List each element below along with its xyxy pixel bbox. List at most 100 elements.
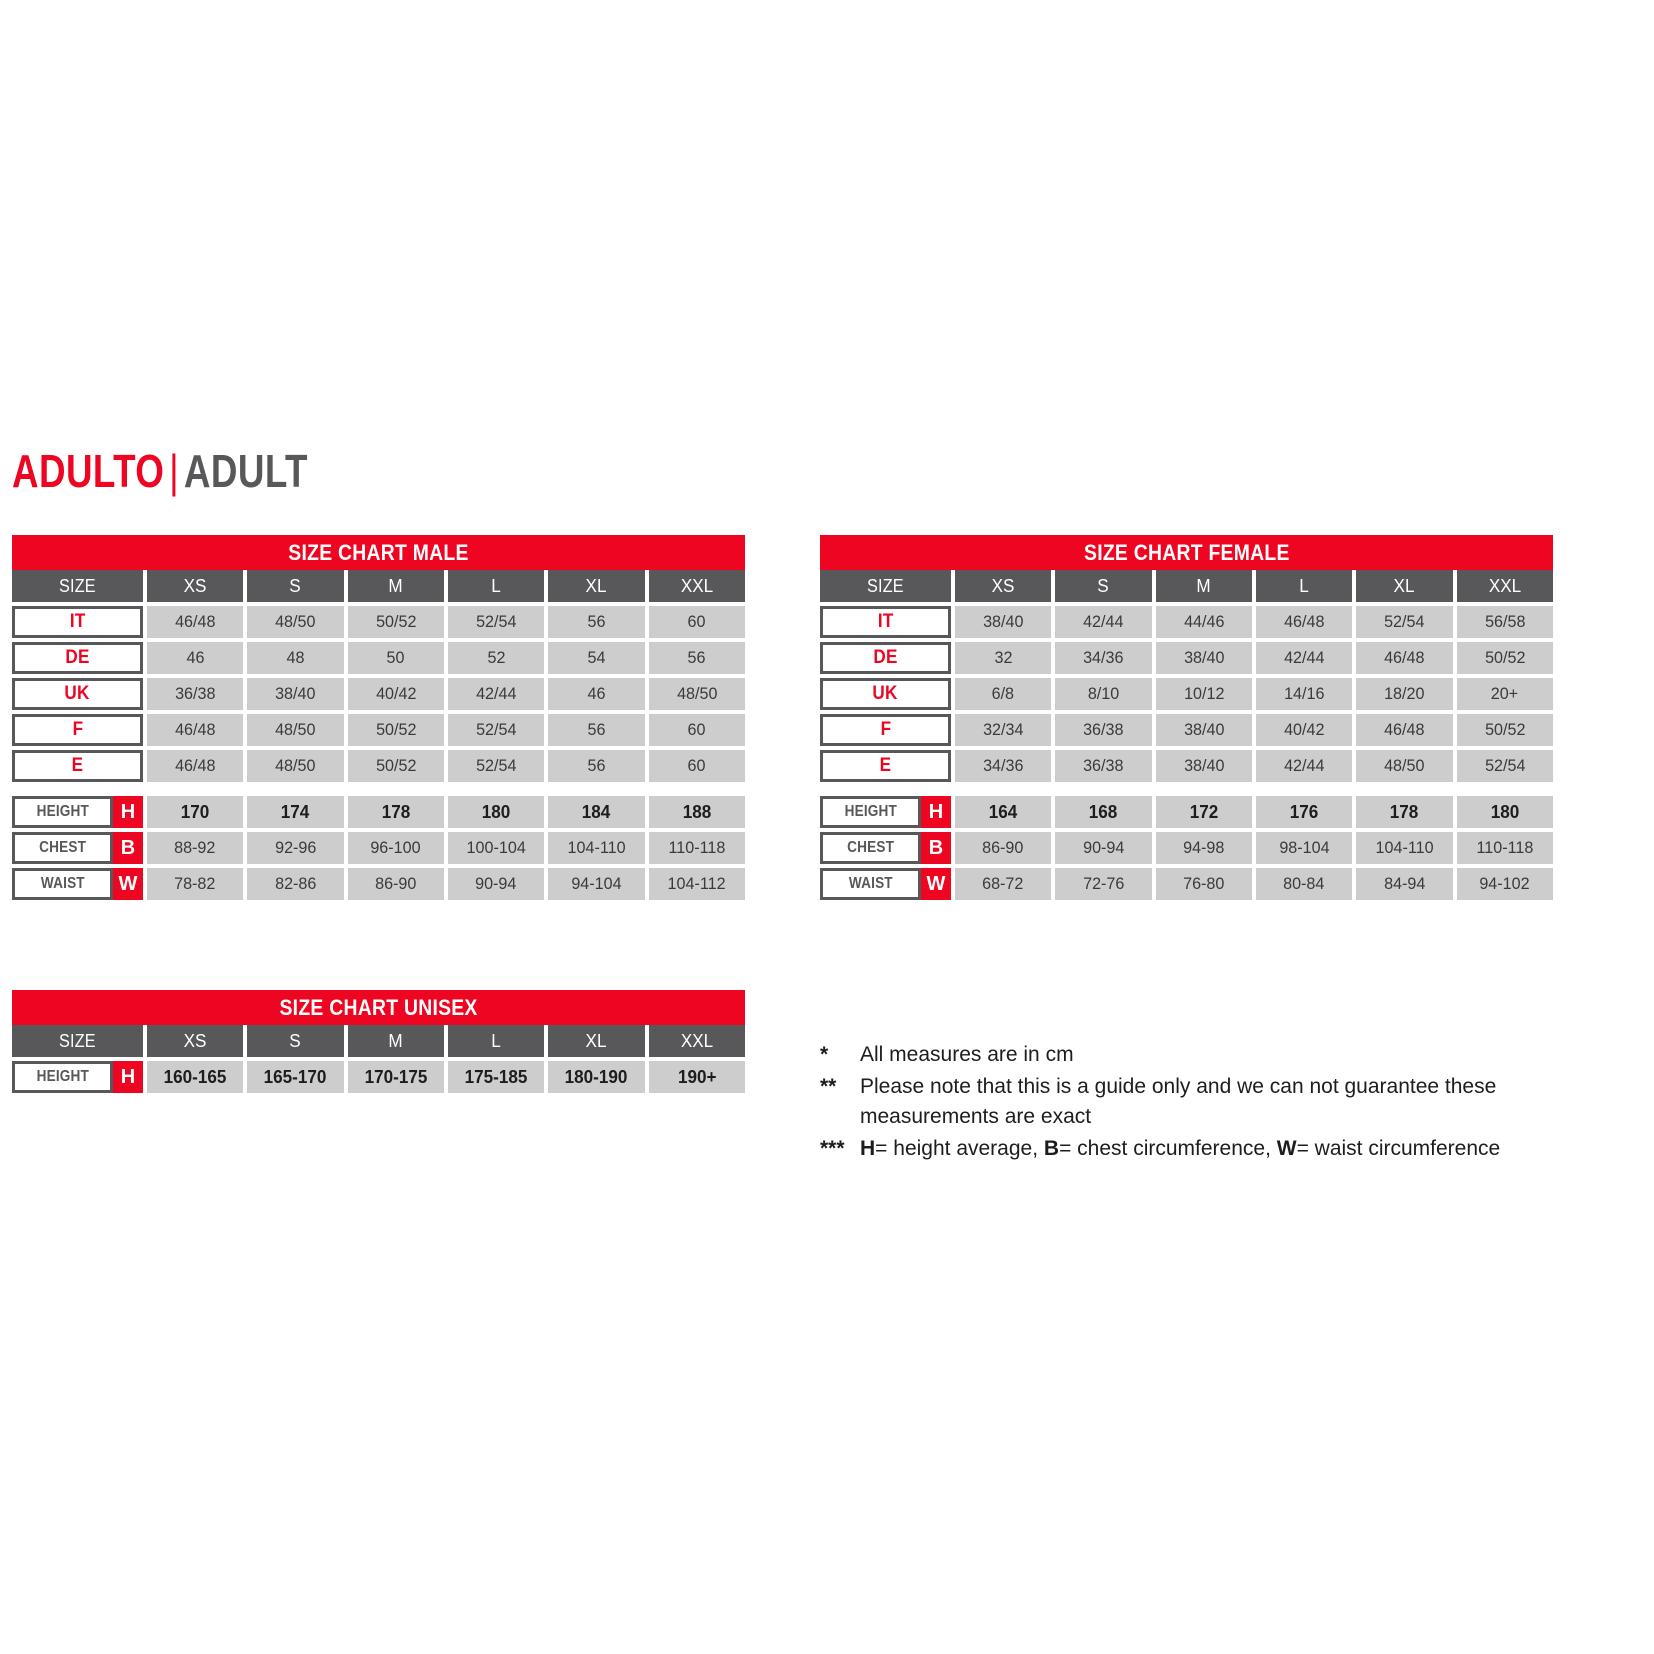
table-cell: 52/54	[447, 714, 545, 746]
male-row-label-de: DE	[12, 642, 143, 674]
table-cell: 48/50	[247, 750, 344, 782]
table-cell: 88-92	[147, 832, 244, 864]
table-cell: 170	[147, 796, 244, 828]
table-cell: 10/12	[1155, 678, 1252, 710]
table-cell: 90-94	[447, 868, 545, 900]
table-cell: 34/36	[955, 750, 1052, 782]
table-cell: 104-110	[1356, 832, 1453, 864]
table-cell: 52/54	[447, 750, 545, 782]
table-cell: 40/42	[1255, 714, 1353, 746]
table-cell: 94-98	[1155, 832, 1252, 864]
page-title-english: ADULT	[183, 445, 308, 497]
male-waist-key: W	[113, 868, 143, 900]
table-cell: 60	[648, 714, 745, 746]
table-row: HEIGHT H 164 168 172 176 178 180	[820, 796, 1553, 828]
female-col-s: S	[1055, 570, 1152, 602]
female-waist-key: W	[921, 868, 951, 900]
table-cell: 56	[648, 642, 745, 674]
table-row: F 32/34 36/38 38/40 40/42 46/48 50/52	[820, 714, 1553, 746]
table-row: DE 32 34/36 38/40 42/44 46/48 50/52	[820, 642, 1553, 674]
table-cell: 46/48	[147, 714, 244, 746]
table-cell: 164	[955, 796, 1052, 828]
table-cell: 176	[1255, 796, 1353, 828]
table-cell: 20+	[1456, 678, 1553, 710]
table-cell: 178	[347, 796, 444, 828]
unisex-title: SIZE CHART UNISEX	[279, 995, 478, 1020]
table-cell: 184	[548, 796, 645, 828]
unisex-col-l: L	[447, 1025, 545, 1057]
female-title: SIZE CHART FEMALE	[1083, 540, 1290, 565]
female-title-bar: SIZE CHART FEMALE	[820, 535, 1553, 570]
unisex-col-xl: XL	[548, 1025, 645, 1057]
size-chart-female: SIZE CHART FEMALE SIZE XS S M L XL XXL I…	[820, 535, 1553, 900]
table-cell: 38/40	[955, 606, 1052, 638]
table-cell: 50/52	[347, 714, 444, 746]
table-cell: 94-104	[548, 868, 645, 900]
table-cell: 38/40	[1155, 714, 1252, 746]
table-cell: 46	[548, 678, 645, 710]
female-row-label-waist: WAIST W	[820, 868, 951, 900]
table-cell: 60	[648, 606, 745, 638]
table-cell: 32	[955, 642, 1052, 674]
table-cell: 180	[1456, 796, 1553, 828]
footnote-1: * All measures are in cm	[820, 1040, 1580, 1070]
male-col-l: L	[447, 570, 545, 602]
male-header-row: SIZE XS S M L XL XXL	[12, 570, 745, 602]
footnote-1-marker: *	[820, 1043, 829, 1066]
male-col-s: S	[247, 570, 344, 602]
page-title-italian: ADULTO	[12, 445, 165, 497]
table-cell: 56	[548, 606, 645, 638]
table-cell: 48	[247, 642, 344, 674]
table-cell: 6/8	[955, 678, 1052, 710]
female-row-label-height: HEIGHT H	[820, 796, 951, 828]
table-cell: 82-86	[247, 868, 344, 900]
table-row: HEIGHT H 160-165 165-170 170-175 175-185…	[12, 1061, 745, 1093]
table-row: WAIST W 68-72 72-76 76-80 80-84 84-94 94…	[820, 868, 1553, 900]
unisex-header-size-label: SIZE	[12, 1025, 143, 1057]
female-row-label-e: E	[820, 750, 951, 782]
table-cell: 56	[548, 750, 645, 782]
table-cell: 36/38	[1055, 714, 1152, 746]
table-row: WAIST W 78-82 82-86 86-90 90-94 94-104 1…	[12, 868, 745, 900]
footnote-3-text: H= height average, B= chest circumferenc…	[860, 1137, 1501, 1160]
male-row-label-e: E	[12, 750, 143, 782]
table-cell: 52/54	[1356, 606, 1453, 638]
table-cell: 56/58	[1456, 606, 1553, 638]
male-chest-key: B	[113, 832, 143, 864]
unisex-title-bar: SIZE CHART UNISEX	[12, 990, 745, 1025]
table-cell: 46/48	[147, 750, 244, 782]
footnote-1-text: All measures are in cm	[860, 1043, 1074, 1066]
table-cell: 18/20	[1356, 678, 1453, 710]
table-cell: 180	[447, 796, 545, 828]
table-cell: 34/36	[1055, 642, 1152, 674]
table-cell: 8/10	[1055, 678, 1152, 710]
unisex-col-m: M	[347, 1025, 444, 1057]
table-cell: 84-94	[1356, 868, 1453, 900]
female-header-row: SIZE XS S M L XL XXL	[820, 570, 1553, 602]
male-waist-text: WAIST	[12, 868, 113, 900]
male-height-text: HEIGHT	[12, 796, 113, 828]
table-cell: 14/16	[1255, 678, 1353, 710]
table-cell: 40/42	[347, 678, 444, 710]
table-row: F 46/48 48/50 50/52 52/54 56 60	[12, 714, 745, 746]
female-row-label-chest: CHEST B	[820, 832, 951, 864]
male-row-label-uk: UK	[12, 678, 143, 710]
table-cell: 46/48	[147, 606, 244, 638]
table-cell: 38/40	[1155, 750, 1252, 782]
male-row-label-it: IT	[12, 606, 143, 638]
table-cell: 46/48	[1356, 642, 1453, 674]
male-height-key: H	[113, 796, 143, 828]
table-cell: 46/48	[1255, 606, 1353, 638]
table-cell: 38/40	[247, 678, 344, 710]
footnote-2-marker: **	[820, 1075, 837, 1098]
male-col-m: M	[347, 570, 444, 602]
unisex-col-xxl: XXL	[648, 1025, 745, 1057]
male-row-label-waist: WAIST W	[12, 868, 143, 900]
table-cell: 92-96	[247, 832, 344, 864]
table-row: UK 6/8 8/10 10/12 14/16 18/20 20+	[820, 678, 1553, 710]
table-cell: 46	[147, 642, 244, 674]
female-col-xs: XS	[955, 570, 1052, 602]
table-cell: 170-175	[347, 1061, 444, 1093]
table-cell: 168	[1055, 796, 1152, 828]
table-cell: 36/38	[1055, 750, 1152, 782]
